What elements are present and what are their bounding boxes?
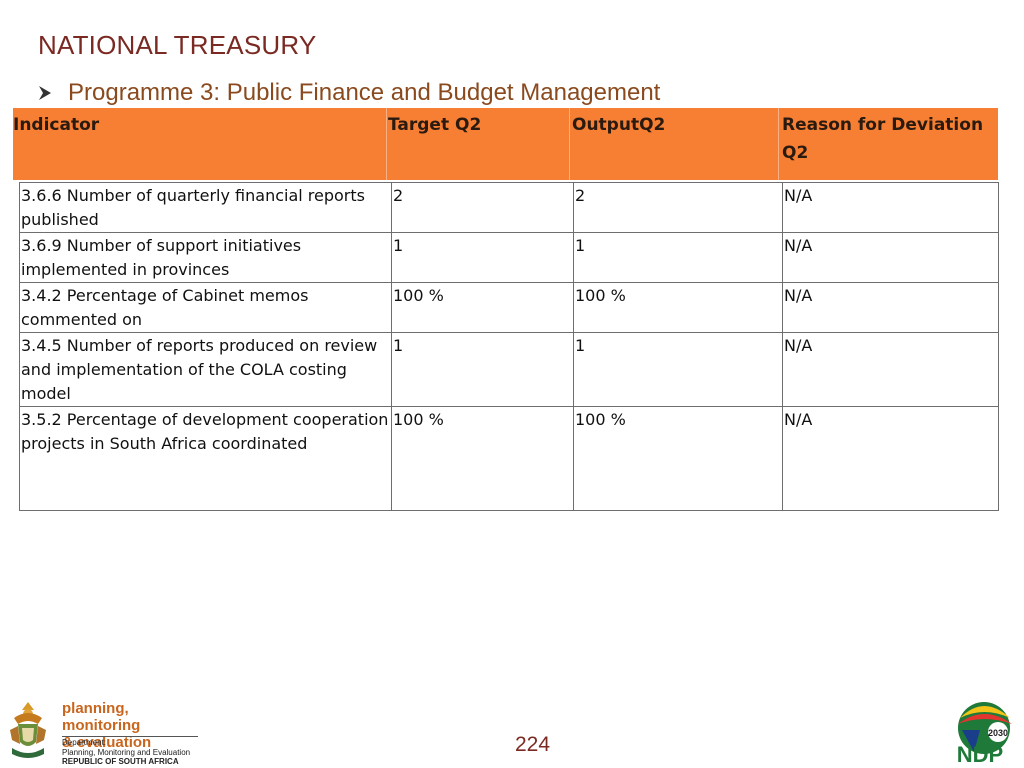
ndp-text: NDP <box>957 742 1003 764</box>
cell-indicator: 3.6.9 Number of support initiatives impl… <box>19 232 392 283</box>
cell-reason: N/A <box>782 232 999 283</box>
slide-subtitle: Programme 3: Public Finance and Budget M… <box>68 79 661 106</box>
cell-reason: N/A <box>782 406 999 511</box>
header-output: OutputQ2 <box>572 115 666 135</box>
cell-output: 100 % <box>573 406 783 511</box>
cell-indicator: 3.4.5 Number of reports produced on revi… <box>19 332 392 407</box>
coat-of-arms-icon <box>10 702 46 758</box>
table-row: 3.6.9 Number of support initiatives impl… <box>19 232 999 283</box>
cell-target: 2 <box>391 182 574 233</box>
table-row: 3.4.5 Number of reports produced on revi… <box>19 332 999 407</box>
cell-output: 2 <box>573 182 783 233</box>
header-target: Target Q2 <box>388 115 482 135</box>
indicator-table: 3.6.6 Number of quarterly financial repo… <box>19 182 999 511</box>
cell-target: 1 <box>391 232 574 283</box>
cell-reason: N/A <box>782 282 999 333</box>
cell-target: 100 % <box>391 406 574 511</box>
cell-output: 1 <box>573 232 783 283</box>
table-row: 3.6.6 Number of quarterly financial repo… <box>19 182 999 233</box>
cell-output: 100 % <box>573 282 783 333</box>
cell-reason: N/A <box>782 332 999 407</box>
ndp-year: 2030 <box>988 728 1008 738</box>
dept-label: Department: <box>62 738 107 747</box>
dept-text: Department: Planning, Monitoring and Eva… <box>62 738 190 767</box>
cell-target: 100 % <box>391 282 574 333</box>
subtitle-row: Programme 3: Public Finance and Budget M… <box>38 77 660 109</box>
pme-title: planning, monitoring & evaluation <box>62 700 200 751</box>
slide-title: NATIONAL TREASURY <box>38 30 317 60</box>
cell-indicator: 3.6.6 Number of quarterly financial repo… <box>19 182 392 233</box>
dpme-logo: planning, monitoring & evaluation Depart… <box>4 700 200 766</box>
cell-output: 1 <box>573 332 783 407</box>
header-indicator: Indicator <box>13 115 100 135</box>
ndp-logo-icon: 2030 NDP <box>957 702 1012 764</box>
header-reason: Reason for Deviation Q2 <box>782 115 984 163</box>
arrow-bullet-icon <box>39 86 51 100</box>
pme-line-1: planning, monitoring <box>62 700 141 734</box>
pme-line-2: & evaluation <box>62 734 152 751</box>
table-row: 3.4.2 Percentage of Cabinet memos commen… <box>19 282 999 333</box>
cell-indicator: 3.5.2 Percentage of development cooperat… <box>19 406 392 511</box>
table-header: Indicator Target Q2 OutputQ2 Reason for … <box>13 108 998 180</box>
table-row: 3.5.2 Percentage of development cooperat… <box>19 406 999 511</box>
cell-indicator: 3.4.2 Percentage of Cabinet memos commen… <box>19 282 392 333</box>
page-number: 224 <box>515 733 551 756</box>
cell-reason: N/A <box>782 182 999 233</box>
dept-name: Planning, Monitoring and Evaluation <box>62 747 191 757</box>
cell-target: 1 <box>391 332 574 407</box>
country-name: REPUBLIC OF SOUTH AFRICA <box>62 757 179 766</box>
